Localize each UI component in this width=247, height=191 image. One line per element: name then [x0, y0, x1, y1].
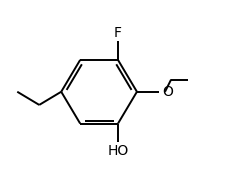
Text: HO: HO	[107, 144, 129, 158]
Text: O: O	[162, 85, 173, 99]
Text: F: F	[114, 26, 122, 40]
